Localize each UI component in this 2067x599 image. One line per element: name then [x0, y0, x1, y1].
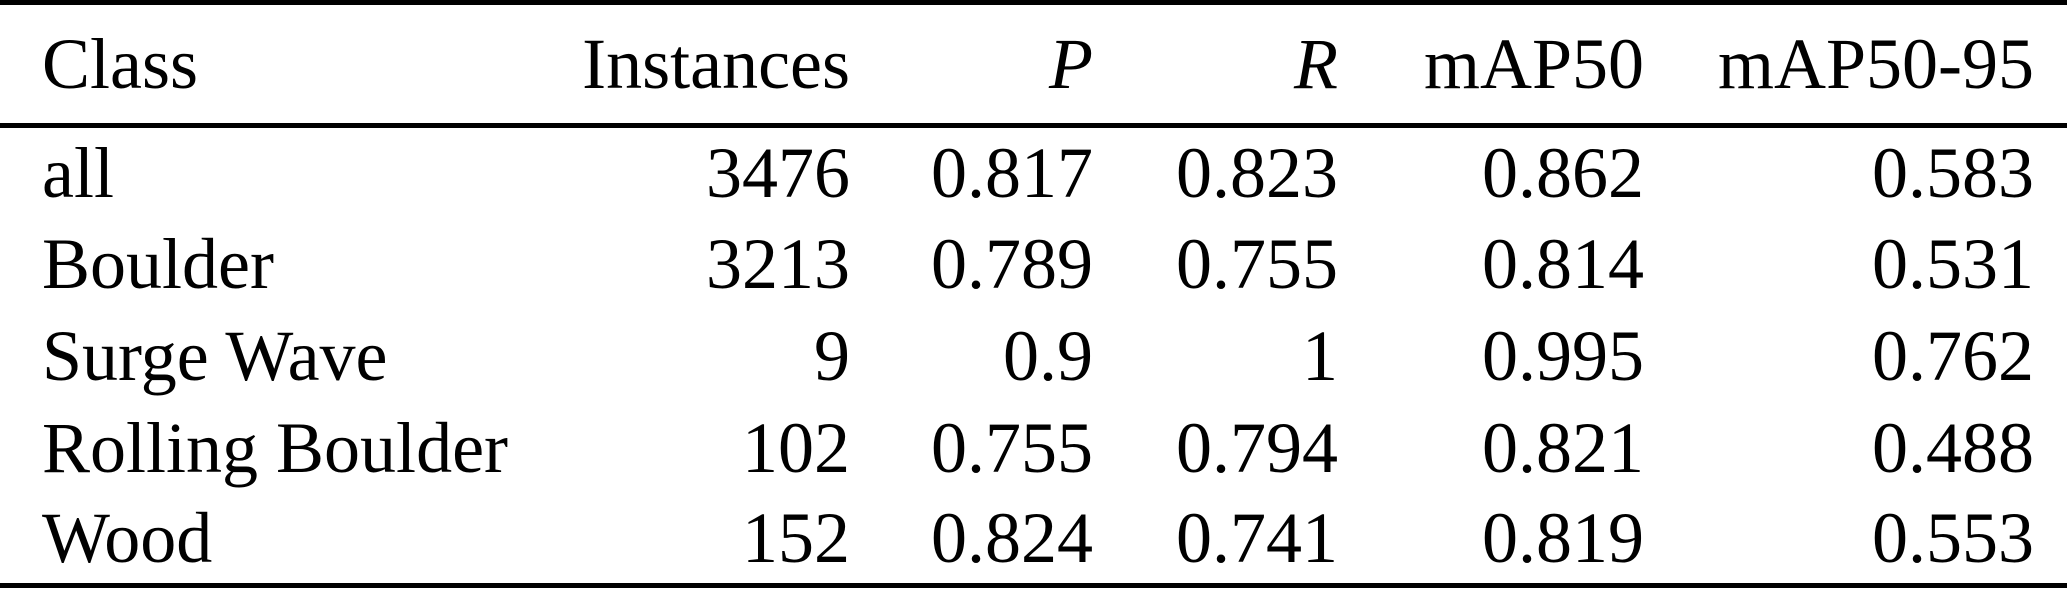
- cell-instances: 9: [814, 315, 850, 396]
- column-header-map50: mAP50: [1423, 24, 1644, 104]
- table-row-rolling-boulder: Rolling Boulder 102 0.755 0.794 0.821 0.…: [0, 402, 2067, 494]
- cell-recall: 1: [1302, 315, 1338, 396]
- column-header-instances: Instances: [582, 24, 850, 104]
- table-row-boulder: Boulder 3213 0.789 0.755 0.814 0.531: [0, 218, 2067, 310]
- cell-recall: 0.823: [1176, 132, 1338, 213]
- cell-map50: 0.821: [1482, 407, 1644, 488]
- cell-class: all: [42, 132, 114, 213]
- cell-map50-95: 0.488: [1872, 407, 2034, 488]
- cell-recall: 0.741: [1176, 498, 1338, 579]
- table-row-all: all 3476 0.817 0.823 0.862 0.583: [0, 126, 2067, 218]
- cell-map50: 0.814: [1482, 223, 1644, 304]
- cell-map50: 0.862: [1482, 132, 1644, 213]
- column-header-class: Class: [42, 24, 199, 104]
- cell-class: Wood: [42, 498, 213, 579]
- column-header-map50-95: mAP50-95: [1717, 24, 2034, 104]
- cell-class: Rolling Boulder: [42, 407, 508, 488]
- cell-instances: 152: [742, 498, 850, 579]
- table-body: all 3476 0.817 0.823 0.862 0.583 Boulder…: [0, 126, 2067, 586]
- cell-recall: 0.794: [1176, 407, 1338, 488]
- cell-precision: 0.755: [931, 407, 1093, 488]
- cell-recall: 0.755: [1176, 223, 1338, 304]
- cell-class: Surge Wave: [42, 315, 388, 396]
- header-row: Class Instances P R mAP50 mAP50-95: [0, 3, 2067, 126]
- cell-precision: 0.824: [931, 498, 1093, 579]
- cell-class: Boulder: [42, 223, 274, 304]
- cell-precision: 0.9: [1003, 315, 1093, 396]
- cell-map50: 0.995: [1482, 315, 1644, 396]
- column-header-precision: P: [1049, 24, 1093, 104]
- cell-instances: 3213: [706, 223, 850, 304]
- cell-instances: 3476: [706, 132, 850, 213]
- cell-map50-95: 0.762: [1872, 315, 2034, 396]
- cell-instances: 102: [742, 407, 850, 488]
- table-header: Class Instances P R mAP50 mAP50-95: [0, 3, 2067, 126]
- table-row-surge-wave: Surge Wave 9 0.9 1 0.995 0.762: [0, 310, 2067, 402]
- cell-precision: 0.789: [931, 223, 1093, 304]
- cell-map50-95: 0.531: [1872, 223, 2034, 304]
- table-row-wood: Wood 152 0.824 0.741 0.819 0.553: [0, 494, 2067, 586]
- cell-map50-95: 0.583: [1872, 132, 2034, 213]
- column-header-recall: R: [1294, 24, 1338, 104]
- cell-map50-95: 0.553: [1872, 498, 2034, 579]
- cell-map50: 0.819: [1482, 498, 1644, 579]
- cell-precision: 0.817: [931, 132, 1093, 213]
